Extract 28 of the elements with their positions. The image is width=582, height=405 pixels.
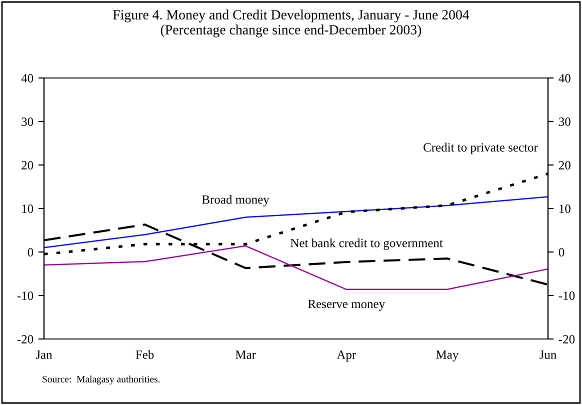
x-tick-label: Feb bbox=[136, 350, 154, 359]
chart-subtitle: (Percentage change since end-December 2003) bbox=[160, 24, 422, 38]
y2-tick-label: 10 bbox=[560, 204, 570, 213]
y2-tick-label: 40 bbox=[558, 74, 570, 82]
y-tick-label: -20 bbox=[17, 335, 34, 344]
series-label: Credit to private sector bbox=[424, 142, 538, 154]
x-tick-label: Apr bbox=[336, 350, 356, 362]
y-tick-label: 0 bbox=[28, 248, 34, 256]
x-tick-label: Jan bbox=[36, 350, 52, 359]
y-tick-label: -10 bbox=[17, 292, 34, 300]
x-tick-label: Mar bbox=[236, 350, 256, 359]
source-note: Source: Malagasy authorities. bbox=[42, 376, 160, 384]
y-tick-label: 30 bbox=[22, 118, 34, 126]
series-label: Reserve money bbox=[308, 300, 386, 311]
y2-tick-label: 20 bbox=[558, 161, 570, 170]
series-label: Net bank credit to government bbox=[290, 238, 443, 250]
y-tick-label: 10 bbox=[22, 204, 34, 213]
y2-tick-label: -20 bbox=[558, 335, 575, 344]
y2-tick-label: 0 bbox=[558, 248, 564, 256]
series-label: Broad money bbox=[202, 194, 270, 206]
y-tick-label: 40 bbox=[21, 74, 34, 82]
line-series bbox=[44, 196, 548, 248]
y2-tick-label: 30 bbox=[559, 118, 570, 126]
y-tick-label: 20 bbox=[22, 161, 34, 170]
x-tick-label: Jun bbox=[540, 350, 556, 359]
y2-tick-label: -10 bbox=[558, 292, 575, 300]
chart-title: Figure 4. Money and Credit Developments, January - June 2004 bbox=[112, 10, 470, 22]
x-tick-label: May bbox=[436, 350, 459, 362]
